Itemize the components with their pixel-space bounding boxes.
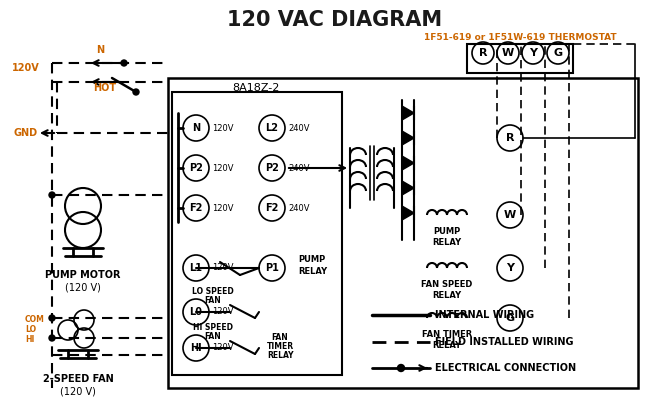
Text: HI: HI	[190, 343, 202, 353]
Text: PUMP: PUMP	[433, 227, 461, 236]
Text: W: W	[502, 48, 514, 58]
Text: P2: P2	[189, 163, 203, 173]
Text: P2: P2	[265, 163, 279, 173]
Polygon shape	[402, 156, 414, 170]
Text: HOT: HOT	[93, 83, 117, 93]
Text: 240V: 240V	[288, 204, 310, 212]
Polygon shape	[402, 181, 414, 195]
Text: TIMER: TIMER	[267, 342, 293, 351]
Text: 120V: 120V	[212, 264, 234, 272]
Polygon shape	[402, 206, 414, 220]
Circle shape	[49, 192, 55, 198]
Text: R: R	[479, 48, 487, 58]
Text: LO: LO	[25, 326, 36, 334]
Text: 120V: 120V	[212, 163, 234, 173]
Text: 1F51-619 or 1F51W-619 THERMOSTAT: 1F51-619 or 1F51W-619 THERMOSTAT	[423, 33, 616, 42]
Text: RELAY: RELAY	[432, 291, 462, 300]
Text: 120V: 120V	[212, 308, 234, 316]
Polygon shape	[402, 106, 414, 120]
Text: GND: GND	[14, 128, 38, 138]
Text: 120V: 120V	[212, 204, 234, 212]
Text: L2: L2	[265, 123, 279, 133]
Bar	[467, 44, 573, 73]
Text: L0: L0	[190, 307, 202, 317]
Text: P1: P1	[265, 263, 279, 273]
Circle shape	[121, 60, 127, 66]
Text: LO SPEED: LO SPEED	[192, 287, 234, 296]
Text: 2-SPEED FAN: 2-SPEED FAN	[43, 374, 113, 384]
Text: Y: Y	[529, 48, 537, 58]
Text: RELAY: RELAY	[267, 351, 293, 360]
Text: 240V: 240V	[288, 163, 310, 173]
Text: N: N	[192, 123, 200, 133]
Text: G: G	[553, 48, 563, 58]
Text: F2: F2	[190, 203, 203, 213]
Text: FAN SPEED: FAN SPEED	[421, 280, 473, 289]
Text: FAN TIMER: FAN TIMER	[422, 330, 472, 339]
Text: 240V: 240V	[288, 124, 310, 132]
Text: FAN: FAN	[204, 296, 221, 305]
Text: RELAY: RELAY	[298, 267, 327, 277]
Text: 120V: 120V	[212, 124, 234, 132]
Polygon shape	[402, 131, 414, 145]
Text: HI SPEED: HI SPEED	[193, 323, 233, 332]
Text: R: R	[506, 133, 515, 143]
Text: 120 VAC DIAGRAM: 120 VAC DIAGRAM	[227, 10, 443, 30]
Text: F2: F2	[265, 203, 279, 213]
Text: (120 V): (120 V)	[60, 387, 96, 397]
Text: L1: L1	[190, 263, 202, 273]
Text: (120 V): (120 V)	[65, 283, 101, 293]
Text: PUMP: PUMP	[298, 256, 325, 264]
Text: PUMP MOTOR: PUMP MOTOR	[46, 270, 121, 280]
Text: COM: COM	[25, 316, 45, 324]
Text: FIELD INSTALLED WIRING: FIELD INSTALLED WIRING	[435, 337, 574, 347]
Circle shape	[397, 365, 405, 372]
Text: N: N	[96, 45, 104, 55]
Text: Y: Y	[506, 263, 514, 273]
Bar	[168, 78, 638, 388]
Bar	[172, 92, 342, 375]
Text: W: W	[504, 210, 516, 220]
Text: HI: HI	[25, 336, 34, 344]
Circle shape	[49, 335, 55, 341]
Text: RELAY: RELAY	[432, 238, 462, 247]
Text: ELECTRICAL CONNECTION: ELECTRICAL CONNECTION	[435, 363, 576, 373]
Text: RELAY: RELAY	[432, 341, 462, 350]
Text: FAN: FAN	[271, 333, 288, 342]
Text: 8A18Z-2: 8A18Z-2	[232, 83, 279, 93]
Text: G: G	[505, 313, 515, 323]
Text: FAN: FAN	[204, 332, 221, 341]
Circle shape	[49, 315, 55, 321]
Circle shape	[133, 89, 139, 95]
Text: 120V: 120V	[12, 63, 40, 73]
Text: 120V: 120V	[212, 344, 234, 352]
Text: INTERNAL WIRING: INTERNAL WIRING	[435, 310, 534, 320]
